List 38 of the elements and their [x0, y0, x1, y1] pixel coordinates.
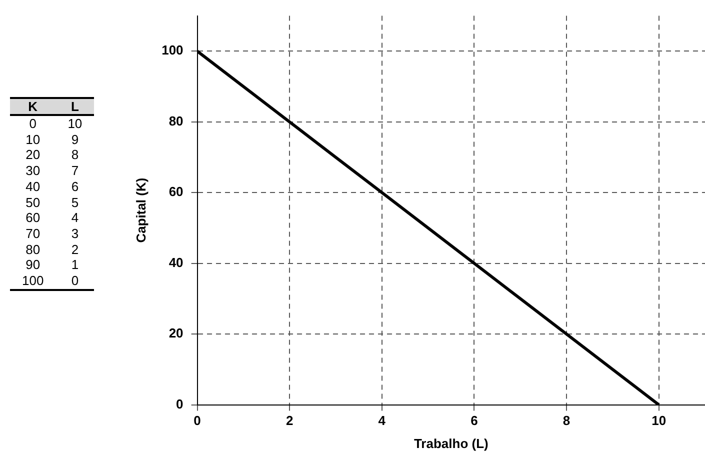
y-tick-label: 20	[168, 326, 184, 341]
y-tick-label: 40	[168, 254, 184, 270]
y-tick-label: 100	[162, 42, 184, 58]
text: 2	[70, 242, 80, 258]
text: 60	[24, 210, 42, 226]
text: 0	[56, 273, 94, 290]
text: 8	[70, 147, 80, 164]
y-tick-label: 60	[168, 184, 184, 200]
text: 100	[10, 273, 56, 290]
text: 1	[70, 257, 80, 274]
y-axis-title: Capital (K)	[133, 178, 148, 243]
x-tick-label: 2	[286, 413, 294, 428]
text: 20	[24, 147, 42, 164]
text: 5	[70, 194, 80, 210]
x-tick-label: 8	[562, 413, 570, 428]
text: 80	[24, 242, 42, 258]
text: 10	[24, 132, 42, 148]
y-tick-label: 80	[168, 113, 184, 128]
text: K	[10, 98, 56, 115]
text: 7	[70, 163, 80, 179]
x-axis-title: Trabalho (L)	[414, 436, 488, 451]
text: 70	[24, 226, 42, 242]
text: 40	[24, 178, 42, 195]
x-tick-label: 4	[378, 413, 386, 428]
text: 50	[24, 194, 42, 210]
text: 9	[70, 132, 80, 148]
text: 6	[70, 178, 80, 195]
x-tick-label: 10	[652, 413, 666, 428]
text: 4	[70, 210, 80, 226]
text: L	[56, 98, 94, 115]
text: 3	[70, 226, 80, 242]
text: 90	[24, 257, 42, 274]
text: 0	[28, 115, 38, 132]
text: 10	[66, 115, 84, 132]
text: 30	[24, 163, 42, 179]
x-tick-label: 6	[470, 413, 478, 428]
x-tick-label: 0	[194, 413, 201, 428]
y-tick-label: 0	[176, 396, 184, 412]
